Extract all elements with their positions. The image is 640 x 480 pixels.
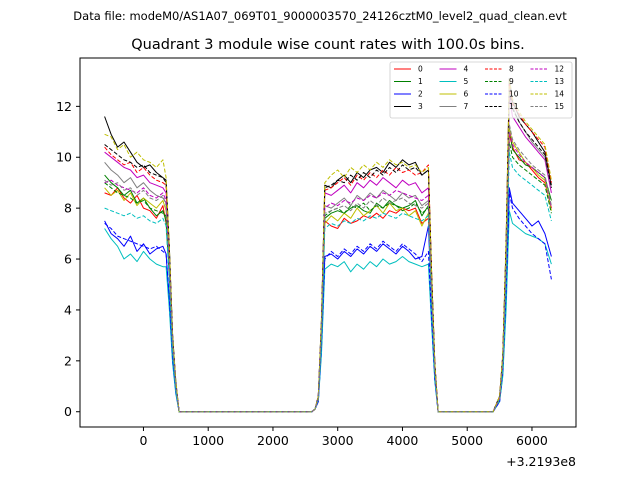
legend-label-11: 11 <box>509 102 519 111</box>
legend-label-4: 4 <box>464 65 469 74</box>
series-line-7 <box>104 85 552 413</box>
axis-tick-labels: 0 1000 2000 3000 4000 5000 6000 0 2 4 6 8 10 12 <box>56 99 548 448</box>
legend-label-2: 2 <box>418 90 423 99</box>
legend-label-13: 13 <box>555 77 565 86</box>
x-tick-label: 5000 <box>451 433 483 448</box>
legend-label-8: 8 <box>509 65 514 74</box>
series-line-9 <box>104 141 552 413</box>
series-line-15 <box>104 123 552 413</box>
series-line-1 <box>104 126 552 413</box>
series-line-4 <box>104 95 552 413</box>
x-tick-label: 4000 <box>387 433 419 448</box>
legend-label-10: 10 <box>509 90 519 99</box>
series-line-6 <box>104 128 552 413</box>
x-tick-label: 1000 <box>192 433 224 448</box>
legend-label-5: 5 <box>464 77 469 86</box>
y-tick-label: 2 <box>64 353 72 368</box>
series-line-12 <box>104 131 552 413</box>
legend-label-1: 1 <box>418 77 423 86</box>
legend-label-6: 6 <box>464 90 469 99</box>
tick-marks <box>76 105 533 431</box>
legend-label-14: 14 <box>555 90 565 99</box>
series-line-0 <box>104 133 552 413</box>
plot-area-frame <box>79 57 577 428</box>
series-line-14 <box>104 77 552 413</box>
legend-label-0: 0 <box>418 65 423 74</box>
y-tick-label: 4 <box>64 302 72 317</box>
chart-title: Quadrant 3 module wise count rates with … <box>131 37 525 53</box>
series-line-8 <box>104 82 552 413</box>
legend-frame <box>389 61 573 119</box>
legend-label-3: 3 <box>418 102 423 111</box>
y-tick-label: 8 <box>64 201 72 216</box>
series-line-3 <box>104 77 552 413</box>
y-tick-label: 10 <box>56 150 72 165</box>
x-tick-label: 3000 <box>322 433 354 448</box>
x-tick-label: 0 <box>139 433 147 448</box>
legend-label-7: 7 <box>464 102 469 111</box>
series-lines <box>104 77 552 413</box>
x-tick-label: 6000 <box>516 433 548 448</box>
y-tick-label: 12 <box>56 99 72 114</box>
series-line-11 <box>104 90 552 413</box>
legend-label-9: 9 <box>509 77 514 86</box>
x-offset-label: +3.2193e8 <box>506 454 576 469</box>
y-tick-label: 6 <box>64 252 72 267</box>
legend-label-12: 12 <box>555 65 565 74</box>
y-tick-label: 0 <box>64 404 72 419</box>
chart-suptitle: Data file: modeM0/AS1A07_069T01_90000035… <box>73 9 567 23</box>
series-line-13 <box>104 151 552 413</box>
x-tick-label: 2000 <box>257 433 289 448</box>
legend-label-15: 15 <box>555 102 565 111</box>
